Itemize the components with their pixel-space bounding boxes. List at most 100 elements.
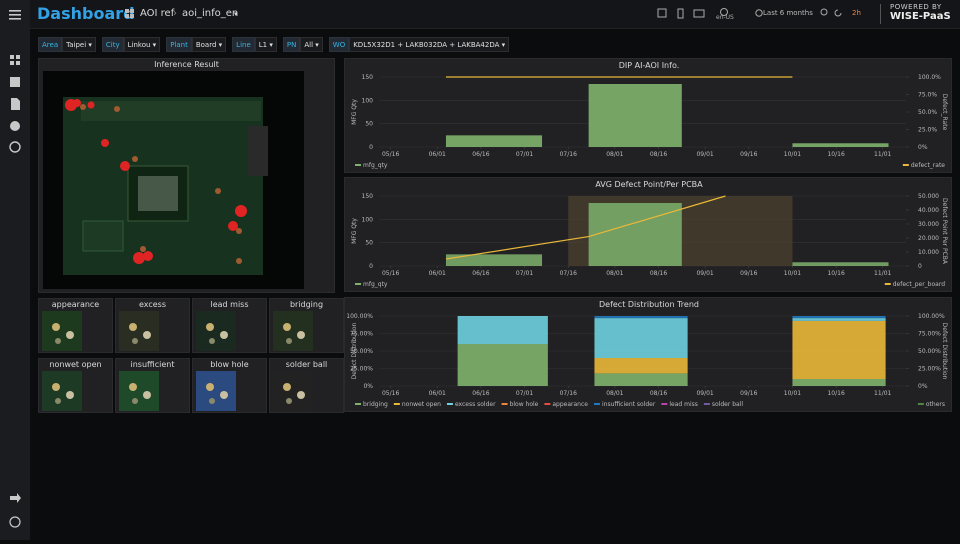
help-icon[interactable] (9, 516, 21, 528)
filter[interactable]: WO KDL5X32D1 + LAKB032DA + LAKBA42DA ▾ (328, 37, 510, 52)
legend-label: nonwet open (402, 401, 441, 408)
y-tick-label: 75.00% (350, 331, 373, 338)
x-tick-label: 11/01 (874, 390, 891, 397)
defect-title: solder ball (285, 360, 328, 369)
filter-value[interactable]: L1 ▾ (254, 37, 277, 52)
defect-image (119, 311, 159, 351)
x-tick-label: 06/16 (472, 151, 489, 158)
y-tick-label: 100 (362, 97, 374, 104)
caret: ▾ (86, 41, 92, 49)
filter-value[interactable]: KDL5X32D1 + LAKB032DA + LAKBA42DA ▾ (349, 37, 510, 52)
mobile-icon[interactable] (677, 8, 684, 19)
filter[interactable]: Line L1 ▾ (232, 37, 277, 52)
legend-label: solder ball (712, 401, 743, 408)
x-tick-label: 11/01 (874, 151, 891, 158)
caret: ▾ (313, 41, 319, 49)
pcb-image (43, 71, 304, 289)
caret: ▾ (234, 10, 238, 18)
y2-tick-label: 100.0% (918, 74, 941, 81)
y-tick-label: 0% (363, 383, 373, 390)
defect-panel[interactable]: excess (115, 298, 190, 353)
filter-value-text: Board (195, 41, 217, 49)
time-icons (820, 8, 842, 17)
top-bar: Dashboard AOI ref › aoi_info_en ▾ en-US … (30, 0, 960, 29)
refresh-interval[interactable]: 2h (852, 9, 861, 17)
settings-icon[interactable] (10, 121, 20, 131)
dashboard-title[interactable]: Dashboard (37, 4, 135, 23)
defect-panel[interactable]: lead miss (192, 298, 267, 353)
x-tick-label: 07/01 (516, 151, 533, 158)
time-range[interactable]: Last 6 months (763, 9, 813, 17)
legend-label: appearance (552, 401, 588, 408)
defect-panel[interactable]: insufficient (115, 358, 190, 413)
dashboards-icon[interactable] (10, 55, 20, 65)
doc-icon[interactable] (11, 98, 20, 110)
bar (792, 316, 886, 319)
x-tick-label: 09/01 (696, 270, 713, 277)
bar (792, 320, 886, 379)
filter-value[interactable]: Taipei ▾ (62, 37, 96, 52)
legend-swatch (593, 403, 600, 405)
bar (594, 316, 688, 319)
language[interactable]: en-US (716, 14, 734, 21)
filter-value-text: All (304, 41, 314, 49)
breadcrumb-separator: › (173, 8, 177, 19)
bar (792, 379, 886, 386)
x-tick-label: 10/01 (784, 151, 801, 158)
defect-image (273, 371, 313, 411)
brand: WISE-PaaS (890, 11, 951, 22)
x-tick-label: 06/01 (429, 270, 446, 277)
caret: ▾ (150, 41, 157, 49)
x-tick-label: 05/16 (382, 390, 399, 397)
y-tick-label: 50.00% (350, 348, 373, 355)
legend-swatch (703, 403, 710, 405)
breadcrumb-folder[interactable]: AOI ref (140, 8, 175, 19)
breadcrumb-page[interactable]: aoi_info_en (182, 8, 239, 19)
filter-label: Plant (166, 37, 192, 52)
language-icon[interactable] (720, 8, 728, 16)
signin-icon[interactable] (10, 493, 21, 503)
chart-panel: AVG Defect Point/Per PCBA MFG Qty Defect P… (344, 177, 952, 292)
bar (792, 262, 889, 266)
tv-icon[interactable] (693, 9, 705, 18)
refresh-icon[interactable] (834, 9, 842, 17)
legend-label: blow hole (510, 401, 539, 408)
y2-axis-label: Defect Point Per PCBA (941, 198, 948, 265)
filter[interactable]: City Linkou ▾ (101, 37, 161, 52)
defect-panel[interactable]: appearance (38, 298, 113, 353)
defect-panel[interactable]: nonwet open (38, 358, 113, 413)
x-tick-label: 08/01 (606, 390, 623, 397)
x-tick-label: 06/01 (429, 151, 446, 158)
share-icon[interactable] (657, 8, 667, 18)
legend-swatch (393, 403, 400, 405)
defect-image (42, 311, 82, 351)
filter[interactable]: PN All ▾ (282, 37, 323, 52)
defect-panel[interactable]: bridging (269, 298, 344, 353)
filter-bar: Area Taipei ▾ City Linkou ▾ Plant Board ▾ Line… (38, 37, 510, 52)
y2-tick-label: 25.00% (918, 366, 941, 373)
y-axis-label: MFG Qty (351, 99, 358, 125)
globe-icon[interactable] (9, 141, 21, 153)
menu-icon[interactable] (9, 10, 21, 12)
defect-panel[interactable]: solder ball (269, 358, 344, 413)
grid-icon (125, 9, 134, 18)
legend-swatch (544, 403, 551, 405)
filter[interactable]: Plant Board ▾ (166, 37, 227, 52)
panels-icon[interactable] (10, 77, 20, 87)
sidebar-icons (9, 10, 21, 528)
filter-value[interactable]: Linkou ▾ (123, 37, 161, 52)
legend-label: insufficient solder (602, 401, 656, 408)
bar (457, 316, 548, 344)
filter-value[interactable]: All ▾ (300, 37, 323, 52)
caret: ▾ (267, 41, 273, 49)
defect-title: excess (138, 300, 167, 309)
x-tick-label: 08/16 (650, 151, 667, 158)
legend-swatch (902, 164, 909, 166)
defect-image (196, 371, 236, 411)
zoom-icon[interactable] (820, 8, 828, 16)
filter-value[interactable]: Board ▾ (191, 37, 227, 52)
defect-panel[interactable]: blow hole (192, 358, 267, 413)
x-tick-label: 10/16 (827, 151, 844, 158)
y2-tick-label: 20.000 (918, 235, 939, 242)
filter[interactable]: Area Taipei ▾ (38, 37, 96, 52)
